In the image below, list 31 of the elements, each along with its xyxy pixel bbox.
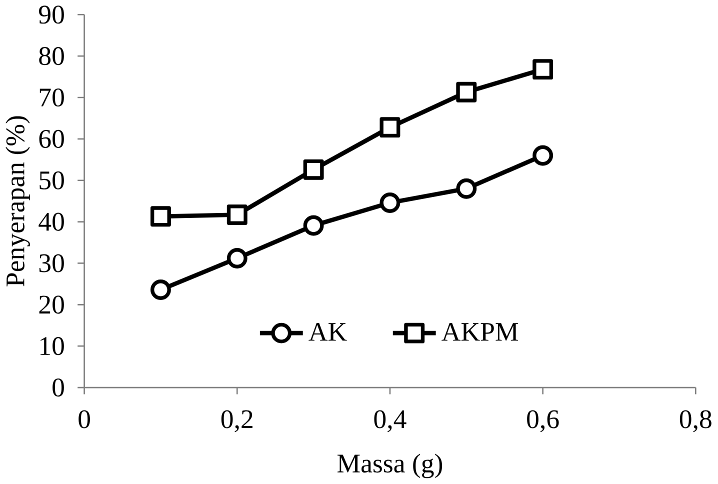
legend-label: AK <box>308 323 347 341</box>
y-tick-label: 0 <box>52 378 64 397</box>
point <box>380 192 400 214</box>
y-tick-label: 20 <box>39 296 64 314</box>
y-tick-label: 40 <box>38 212 64 231</box>
point <box>456 178 477 200</box>
point <box>226 248 248 269</box>
y-tick-label: 30 <box>39 254 64 272</box>
y-tick-label: 70 <box>40 88 64 107</box>
y-tick-label: 50 <box>40 171 64 190</box>
x-tick-label: 0,4 <box>374 410 406 432</box>
x-tick-label: 0,6 <box>527 410 559 432</box>
point <box>150 206 171 227</box>
legend-label: AKPM <box>442 323 518 341</box>
point <box>303 160 324 180</box>
x-tick-label: 0 <box>78 410 90 428</box>
point <box>150 280 171 300</box>
x-tick-label: 0,8 <box>680 410 712 432</box>
point <box>456 82 477 102</box>
y-tick-label: 80 <box>39 47 64 66</box>
point <box>380 117 400 138</box>
point <box>532 145 554 166</box>
point <box>532 59 554 80</box>
y-axis-title: Penyerapan (%) <box>6 116 30 286</box>
y-tick-label: 90 <box>39 6 64 24</box>
y-tick-label: 60 <box>39 130 64 148</box>
x-axis-title: Massa (g) <box>337 454 442 478</box>
x-tick-label: 0,2 <box>221 410 252 432</box>
y-tick-label: 10 <box>40 337 64 356</box>
point <box>303 215 324 236</box>
point <box>226 204 248 226</box>
